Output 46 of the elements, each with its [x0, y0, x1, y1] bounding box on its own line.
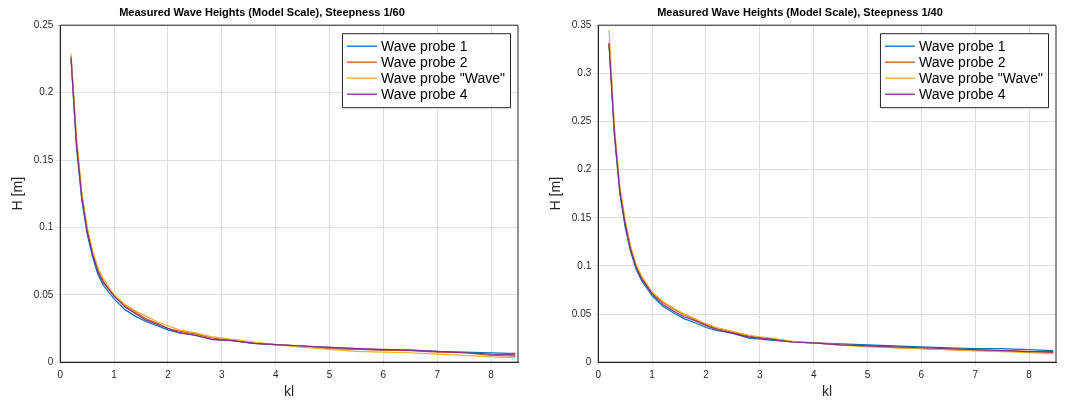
x-tick-label: 7 — [972, 368, 979, 380]
y-axis-title: H [m] — [547, 176, 564, 211]
x-tick-label: 6 — [918, 368, 925, 380]
legend-label: Wave probe 1 — [380, 38, 468, 55]
y-axis-title: H [m] — [9, 176, 26, 211]
y-tick-label: 0 — [585, 355, 592, 367]
legend-label: Wave probe 2 — [918, 54, 1006, 71]
legend-label: Wave probe "Wave" — [918, 70, 1044, 87]
x-tick-label: 3 — [219, 368, 226, 380]
x-tick-label: 7 — [434, 368, 441, 380]
y-tick-label: 0.2 — [577, 163, 592, 175]
y-tick-label: 0.1 — [577, 259, 592, 271]
y-tick-label: 0.05 — [33, 288, 54, 300]
y-tick-label: 0.35 — [571, 18, 592, 30]
y-tick-label: 0.15 — [571, 211, 592, 223]
x-tick-label: 1 — [111, 368, 118, 380]
x-tick-label: 6 — [380, 368, 387, 380]
x-tick-label: 4 — [810, 368, 817, 380]
x-tick-label: 2 — [165, 368, 172, 380]
x-axis-title: kl — [284, 383, 295, 400]
x-tick-label: 5 — [326, 368, 333, 380]
chart-title: Measured Wave Heights (Model Scale), Steepness 1/40 — [657, 5, 943, 18]
x-tick-label: 0 — [595, 368, 602, 380]
y-tick-label: 0.2 — [39, 86, 54, 98]
chart-title: Measured Wave Heights (Model Scale), Steepness 1/60 — [119, 5, 405, 18]
legend-label: Wave probe 2 — [380, 54, 468, 71]
y-tick-label: 0.1 — [39, 221, 54, 233]
y-tick-label: 0.15 — [33, 153, 54, 165]
x-tick-label: 0 — [57, 368, 64, 380]
y-tick-label: 0.3 — [577, 67, 592, 79]
legend-label: Wave probe 1 — [918, 38, 1006, 55]
x-axis-title: kl — [822, 383, 833, 400]
x-tick-label: 3 — [757, 368, 764, 380]
x-tick-label: 1 — [649, 368, 656, 380]
legend-label: Wave probe "Wave" — [380, 70, 506, 87]
y-tick-label: 0.25 — [33, 18, 54, 30]
x-tick-label: 2 — [703, 368, 710, 380]
y-tick-label: 0.05 — [571, 307, 592, 319]
x-tick-label: 8 — [488, 368, 495, 380]
y-tick-label: 0 — [47, 355, 54, 367]
legend-label: Wave probe 4 — [380, 86, 468, 103]
legend-label: Wave probe 4 — [918, 86, 1006, 103]
x-tick-label: 4 — [272, 368, 279, 380]
x-tick-label: 8 — [1026, 368, 1033, 380]
y-tick-label: 0.25 — [571, 115, 592, 127]
x-tick-label: 5 — [864, 368, 871, 380]
